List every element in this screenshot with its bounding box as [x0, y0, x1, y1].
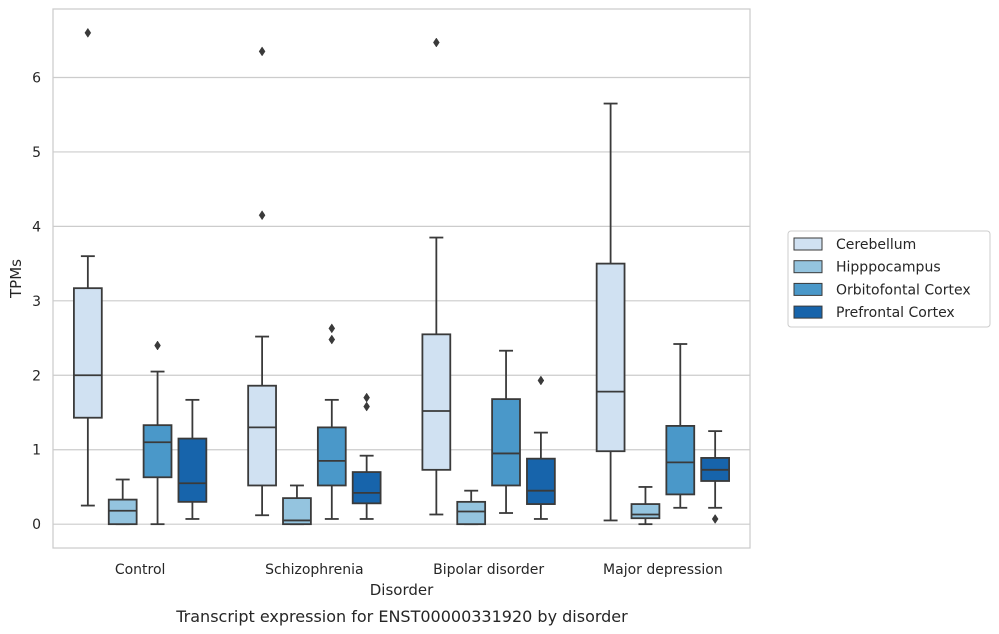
- x-tick-label: Control: [115, 562, 166, 578]
- box-prefrontal-cortex: [700, 430, 730, 524]
- x-tick-label: Bipolar disorder: [433, 562, 544, 578]
- x-tick-label: Major depression: [603, 562, 723, 578]
- y-axis-title: TPMs: [7, 259, 25, 299]
- box-iqr: [107, 498, 138, 526]
- box-iqr: [491, 398, 521, 487]
- box-cerebellum: [247, 46, 277, 517]
- box-orbitofontal-cortex: [665, 343, 696, 509]
- legend-frame: [787, 230, 991, 328]
- x-tick-label: Schizophrenia: [265, 562, 363, 578]
- box-cerebellum: [595, 102, 626, 522]
- y-axis-ticks: 0 1 2 3 4 5 6: [32, 70, 41, 533]
- box-orbitofontal-cortex: [142, 340, 173, 526]
- box-iqr: [630, 503, 661, 520]
- box-prefrontal-cortex: [526, 375, 556, 520]
- y-tick-label: 4: [32, 219, 41, 235]
- outlier-point: [328, 334, 336, 345]
- box-series: [73, 27, 730, 526]
- y-tick-label: 0: [32, 517, 41, 533]
- box-iqr: [421, 333, 452, 471]
- legend-label: Prefrontal Cortex: [836, 305, 955, 321]
- y-tick-label: 6: [32, 70, 41, 86]
- box-prefrontal-cortex: [177, 398, 208, 520]
- outlier-point: [433, 37, 440, 48]
- outlier-point: [154, 340, 161, 351]
- box-iqr: [177, 437, 208, 503]
- box-iqr: [456, 500, 487, 526]
- y-tick-label: 3: [32, 294, 41, 310]
- outlier-point: [363, 401, 370, 412]
- plot-area-frame: [52, 8, 751, 549]
- outlier-point: [711, 514, 719, 524]
- legend-swatch: [793, 305, 823, 319]
- outlier-point: [363, 392, 370, 403]
- y-tick-label: 5: [32, 145, 41, 161]
- outlier-point: [328, 323, 336, 334]
- x-axis-ticks: Control Schizophrenia Bipolar disorder Majo…: [115, 562, 723, 578]
- box-orbitofontal-cortex: [316, 323, 347, 520]
- box-iqr: [73, 287, 103, 419]
- legend-swatch: [793, 282, 823, 296]
- legend: Cerebellum Hipppocampus Orbitofontal Corte…: [787, 230, 991, 328]
- box-hipppocampus: [282, 484, 312, 526]
- outlier-point: [537, 375, 545, 386]
- box-orbitofontal-cortex: [491, 349, 521, 514]
- box-hipppocampus: [107, 478, 138, 526]
- y-tick-label: 1: [32, 443, 41, 459]
- y-tick-label: 2: [32, 368, 41, 384]
- box-iqr: [595, 262, 626, 453]
- box-hipppocampus: [630, 486, 661, 526]
- box-iqr: [351, 471, 382, 505]
- legend-label: Orbitofontal Cortex: [836, 282, 971, 298]
- box-iqr: [526, 457, 556, 505]
- box-iqr: [665, 425, 696, 496]
- box-cerebellum: [421, 37, 452, 516]
- box-iqr: [316, 426, 347, 487]
- legend-label: Cerebellum: [836, 237, 916, 253]
- outlier-point: [258, 46, 266, 57]
- outlier-point: [258, 210, 266, 221]
- box-iqr: [247, 384, 277, 487]
- legend-label: Hipppocampus: [836, 260, 941, 276]
- outlier-point: [84, 27, 92, 38]
- chart-caption: Transcript expression for ENST0000033192…: [175, 607, 628, 626]
- legend-swatch: [793, 260, 823, 274]
- legend-swatch: [793, 237, 823, 251]
- box-iqr: [142, 424, 173, 479]
- box-hipppocampus: [456, 489, 487, 526]
- box-cerebellum: [73, 27, 103, 507]
- x-axis-title: Disorder: [370, 581, 434, 599]
- box-prefrontal-cortex: [351, 392, 382, 520]
